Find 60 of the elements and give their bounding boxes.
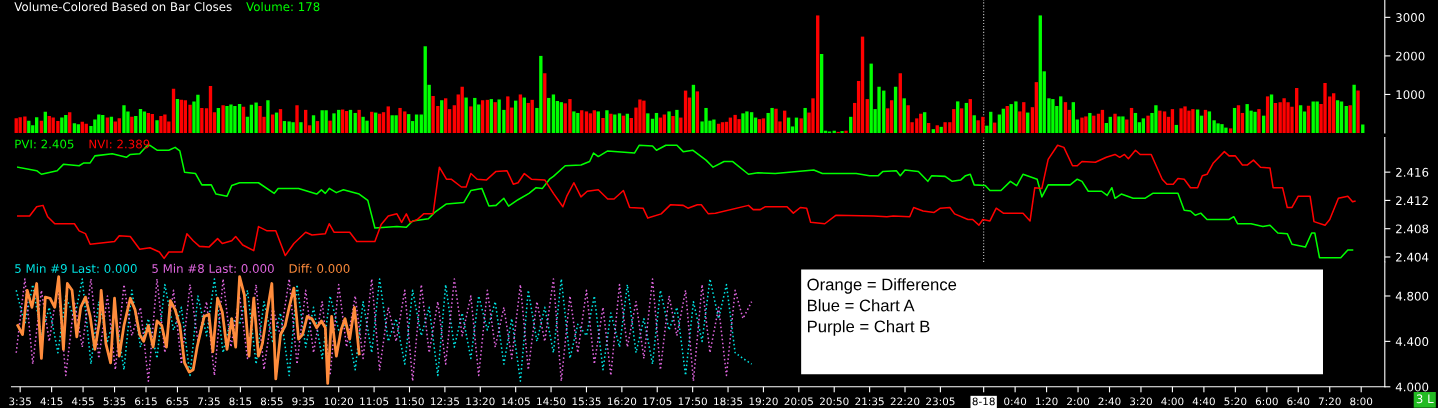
x-tick-label: 6:55: [166, 397, 189, 406]
x-tick-label: 0:40: [1004, 397, 1027, 406]
x-tick-label: 3:20: [1130, 397, 1152, 406]
x-tick-label: 3:35: [9, 397, 31, 406]
x-tick-label: 15:35: [572, 397, 601, 406]
y-tick-label: 2.412: [1396, 196, 1428, 205]
y-tick-label: 2.404: [1396, 252, 1429, 262]
chart-title: Volume-Colored Based on Bar Closes: [14, 2, 232, 12]
y-tick-label: 4.800: [1395, 291, 1429, 301]
x-tick-label: 14:50: [537, 397, 566, 406]
annotation: Orange = Difference Blue = Chart A Purple = Chart B: [807, 278, 957, 336]
x-tick-label: 10:20: [324, 397, 354, 406]
x-tick-label: 6:40: [1287, 397, 1310, 406]
y-tick-label: 4.000: [1395, 382, 1429, 392]
y-tick-label: 1000: [1396, 90, 1425, 100]
x-tick-label: 12:35: [431, 397, 459, 406]
x-tick-label: 5:20: [1224, 397, 1247, 406]
x-tick-label: 7:20: [1318, 397, 1341, 406]
x-tick-label: 2:40: [1098, 397, 1121, 406]
x-tick-label: 22:20: [890, 397, 920, 406]
x-tick-label: 8-18: [972, 397, 995, 406]
x-tick-label: 4:40: [1192, 397, 1215, 406]
x-tick-label: 2:00: [1067, 397, 1090, 406]
x-tick-label: 4:00: [1161, 397, 1184, 406]
text: 3 L: [1416, 394, 1434, 404]
text: NVI: 2.389: [89, 139, 150, 149]
x-tick-label: 14:05: [501, 397, 530, 406]
y-tick-label: 2.416: [1396, 167, 1429, 177]
series-label: PVI: 2.405: [15, 139, 74, 149]
x-tick-label: 16:20: [607, 397, 637, 406]
y-tick-label: 4.400: [1395, 337, 1429, 347]
x-tick-label: 8:55: [260, 397, 283, 406]
y-tick-label: 2000: [1396, 51, 1425, 61]
x-tick-label: 9:35: [292, 397, 315, 406]
x-tick-label: 17:50: [678, 397, 707, 406]
x-tick-label: 4:55: [71, 397, 94, 406]
series-label: Diff: 0.000: [289, 263, 350, 273]
x-tick-label: 20:05: [784, 397, 813, 406]
x-tick-label: 21:35: [855, 397, 884, 406]
x-tick-label: 23:05: [926, 397, 955, 406]
x-tick-label: 5:35: [103, 397, 126, 406]
x-tick-label: 13:20: [466, 397, 495, 406]
y-tick-label: 2.408: [1396, 224, 1429, 234]
text: Volume: 178: [246, 2, 320, 12]
x-tick-label: 6:00: [1255, 397, 1278, 406]
x-tick-label: 11:05: [360, 397, 389, 406]
x-tick-label: 7:35: [198, 397, 220, 406]
y-tick-label: 3000: [1396, 13, 1425, 22]
x-tick-label: 20:50: [819, 397, 849, 406]
series-label: 5 Min #8 Last: 0.000: [152, 263, 274, 273]
x-tick-label: 17:05: [643, 397, 672, 406]
x-tick-label: 18:35: [714, 397, 743, 406]
x-tick-label: 4:15: [40, 397, 63, 406]
x-tick-label: 19:20: [749, 397, 778, 406]
series-label: 5 Min #9 Last: 0.000: [15, 263, 137, 273]
x-tick-label: 1:20: [1036, 397, 1058, 406]
x-tick-label: 8:15: [229, 397, 252, 406]
x-tick-label: 6:15: [135, 397, 157, 406]
x-tick-label: 11:50: [395, 397, 424, 406]
x-tick-label: 8:00: [1350, 397, 1373, 406]
